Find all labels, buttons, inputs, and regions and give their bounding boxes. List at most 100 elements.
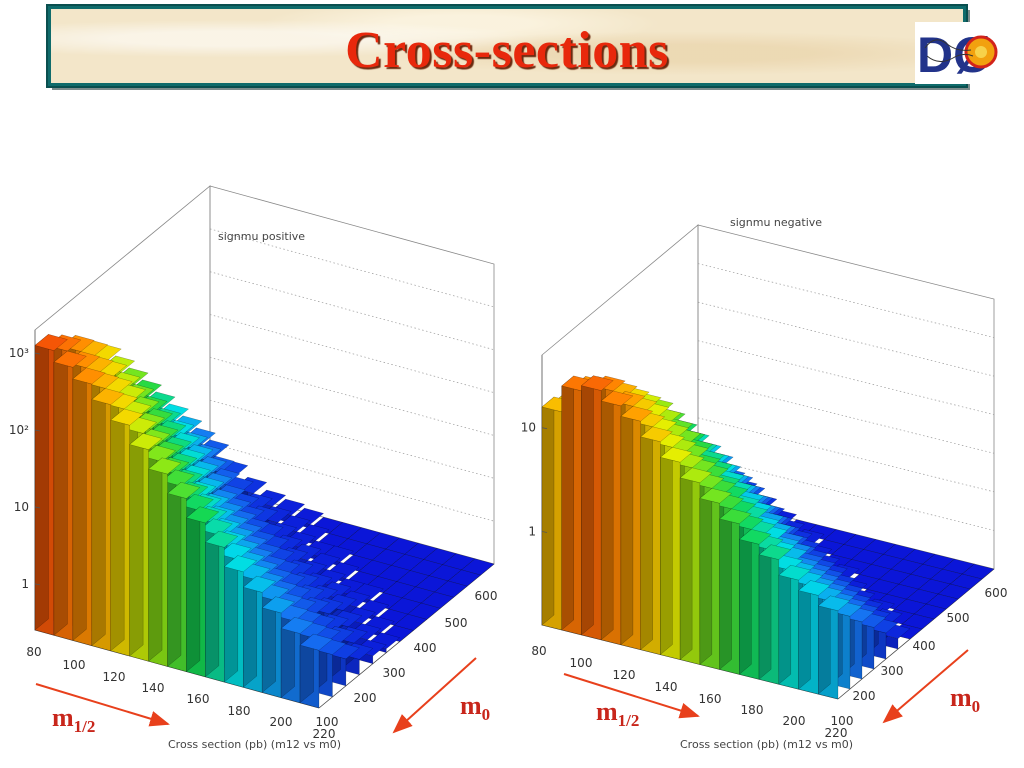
bar-m12-7-m0-0 <box>679 467 713 665</box>
bar-top-face <box>280 617 315 634</box>
bar-top-face <box>223 555 258 573</box>
x-tick-label: 180 <box>741 703 764 717</box>
z-tick-label: 10³ <box>9 346 29 360</box>
m0-label-right-sub: 0 <box>971 697 981 716</box>
bar-top-face <box>913 603 947 620</box>
bar-m12-8-m0-0 <box>699 487 733 670</box>
y-tick-label: 400 <box>414 641 437 655</box>
bar-top-face <box>53 350 87 368</box>
bar-top-face <box>420 591 455 609</box>
bar-top-face <box>180 493 214 511</box>
m-half-label-right-base: m <box>596 697 618 726</box>
z-tick-label: 10 <box>14 500 29 514</box>
y-tick-label: 400 <box>913 639 936 653</box>
bar-top-face <box>199 518 233 536</box>
bar-top-face <box>817 595 851 612</box>
bars-group <box>34 333 495 709</box>
grid-line <box>209 442 495 522</box>
labels-group: signmu negative Cross section (pb) (m12 v… <box>521 216 1008 751</box>
bar-top-face <box>148 457 182 475</box>
m-half-label-right: m1/2 <box>596 697 639 731</box>
bar-top-face <box>34 334 68 351</box>
d0-logo: DØ <box>915 22 1007 84</box>
bar-top-face <box>299 633 333 651</box>
bar-m12-1-m0-0 <box>561 375 595 636</box>
x-tick-label: 160 <box>699 692 722 706</box>
x-tick-label: 80 <box>531 644 546 658</box>
bar-top-face <box>679 467 713 484</box>
z-tick-mark <box>34 352 41 355</box>
bar-m12-11-m0-0 <box>242 575 277 693</box>
y-tick-label: 500 <box>947 611 970 625</box>
bar-top-face <box>167 481 201 499</box>
lego-plot-signmu-positive: signmu positive Cross section (pb) (m12 v… <box>9 185 498 751</box>
bar-m12-1-m0-0 <box>53 350 87 641</box>
x-axis-label: Cross section (pb) (m12 vs m0) <box>168 738 341 751</box>
m-half-label-right-sub: 1/2 <box>617 711 640 730</box>
bar-m12-14-m0-0 <box>817 595 851 700</box>
m0-arrow-left <box>392 657 477 734</box>
bar-m12-3-m0-0 <box>600 390 634 646</box>
y-tick-label: 200 <box>354 691 377 705</box>
m0-label-left: m0 <box>460 691 490 725</box>
chart-title: signmu negative <box>730 216 822 229</box>
bar-m12-9-m0-0 <box>204 530 239 683</box>
y-tick-label: 200 <box>853 689 876 703</box>
bars-group <box>541 375 995 700</box>
y-tick-label: 500 <box>445 616 468 630</box>
bar-m12-10-m0-0 <box>223 555 258 688</box>
bar-m12-14-m0-7 <box>901 613 935 630</box>
z-tick-mark <box>541 531 548 533</box>
title-banner: Cross-sections DØ <box>46 4 1007 88</box>
bar-top-face <box>738 529 772 545</box>
grid-line <box>209 314 495 393</box>
bar-top-face <box>261 596 296 614</box>
bar-top-face <box>901 613 935 630</box>
bar-top-face <box>620 405 654 422</box>
grid-line <box>209 228 495 308</box>
grid-line <box>697 263 995 338</box>
bar-m12-7-m0-0 <box>167 481 201 672</box>
bar-m12-10-m0-0 <box>738 528 772 680</box>
z-tick-mark <box>541 427 548 430</box>
bar-top-face <box>640 426 673 442</box>
bar-top-face <box>937 583 971 600</box>
grid-line <box>209 399 495 479</box>
bar-top-face <box>580 375 614 391</box>
bar-top-face <box>72 367 106 385</box>
bar-top-face <box>758 544 792 560</box>
x-tick-label: 140 <box>655 680 678 694</box>
bar-top-face <box>961 563 995 580</box>
bar-m12-13-m0-0 <box>280 616 315 704</box>
m-half-label-left-sub: 1/2 <box>73 717 96 736</box>
grid-line <box>697 456 995 531</box>
m-half-label-left-base: m <box>52 703 74 732</box>
m-half-label-left: m1/2 <box>52 703 95 737</box>
bar-top-face <box>797 580 831 596</box>
bar-top-face <box>719 508 752 525</box>
x-tick-label: 200 <box>783 714 806 728</box>
x-tick-label: 160 <box>187 692 210 706</box>
bar-top-face <box>142 445 177 462</box>
bar-m12-11-m0-0 <box>758 544 792 685</box>
x-tick-label: 140 <box>142 681 165 695</box>
chart-title: signmu positive <box>218 230 305 243</box>
grid-line <box>697 340 995 416</box>
bar-m12-4-m0-0 <box>110 408 144 657</box>
bar-m12-12-m0-0 <box>778 564 812 690</box>
z-tick-label: 10² <box>9 423 29 437</box>
x-axis-label: Cross section (pb) (m12 vs m0) <box>680 738 853 751</box>
m0-arrow-right <box>882 649 969 724</box>
z-tick-mark <box>34 429 41 432</box>
x-tick-label: 220 <box>313 727 336 741</box>
m0-label-right-base: m <box>950 683 972 712</box>
x-tick-label: 100 <box>63 658 86 672</box>
y-tick-label: 600 <box>475 589 498 603</box>
labels-group: signmu positive Cross section (pb) (m12 v… <box>9 230 498 751</box>
bar-m12-9-m0-0 <box>719 508 752 675</box>
x-tick-label: 220 <box>825 726 848 740</box>
bar-m12-12-m0-0 <box>261 596 296 698</box>
m-half-arrow-right <box>563 673 700 719</box>
bar-m12-5-m0-0 <box>640 426 673 655</box>
